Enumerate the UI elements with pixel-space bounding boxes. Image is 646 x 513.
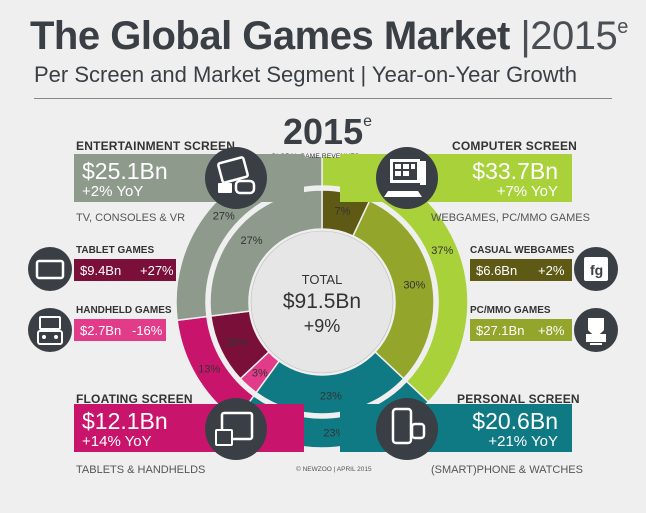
inner-ring (209, 189, 435, 415)
entertainment-sub: TV, CONSOLES & VR (76, 212, 186, 224)
floating-amount: $12.1Bn (82, 408, 168, 434)
pcmmo-yoy: +8% (538, 323, 565, 338)
floating-heading: FLOATING SCREEN (76, 392, 193, 406)
ring-labels: 37% 23% 13% 27% 7% 30% 23% 3% 38% 27% (198, 205, 453, 439)
computer-sub: WEBGAMES, PC/MMO GAMES (431, 212, 590, 224)
casual-box: $6.6Bn +2% (470, 259, 572, 281)
handheld-amount: $2.7Bn (80, 323, 122, 338)
center-year: 2015e (283, 111, 372, 152)
handheld-yoy: -16% (132, 323, 163, 338)
outer-label-1: 23% (323, 427, 345, 439)
total-value: $91.5Bn (283, 290, 361, 313)
tablet-yoy: +27% (140, 263, 174, 278)
page-title: The Global Games Market |2015e (30, 14, 628, 58)
inner-label-1: 30% (403, 279, 425, 291)
tablet-heading: TABLET GAMES (76, 245, 155, 256)
pcmmo-amount: $27.1Bn (476, 323, 525, 338)
entertainment-amount: $25.1Bn (82, 158, 168, 184)
webgame-icon: fg (574, 247, 618, 291)
floating-box: $12.1Bn +14% YoY (74, 404, 304, 452)
tablet-icon (28, 247, 72, 291)
casual-yoy: +2% (538, 263, 565, 278)
tv-console-vr-icon (205, 147, 267, 209)
total-growth: +9% (304, 316, 341, 336)
outer-label-2: 13% (198, 364, 220, 376)
personal-sub: (SMART)PHONE & WATCHES (431, 464, 583, 476)
computer-box: $33.7Bn +7% YoY (340, 154, 572, 202)
donut-center-outline (250, 230, 394, 374)
tablet-box: $9.4Bn +27% (74, 259, 176, 281)
smartphone-watch-icon (376, 398, 438, 460)
personal-amount: $20.6Bn (472, 408, 558, 434)
tablet-amount: $9.4Bn (80, 263, 122, 278)
inner-label-0: 7% (335, 205, 351, 217)
svg-text:fg: fg (590, 262, 603, 278)
personal-box: $20.6Bn +21% YoY (340, 404, 572, 452)
personal-yoy: +21% YoY (488, 433, 558, 450)
tablet-handheld-icon (205, 398, 267, 460)
center-caption: GLOBAL GAME REVENUES (271, 153, 360, 160)
pcmmo-box: $27.1Bn +8% (470, 319, 572, 341)
computer-amount: $33.7Bn (472, 158, 558, 184)
inner-label-2: 23% (320, 391, 342, 403)
floating-yoy: +14% YoY (82, 433, 152, 450)
handheld-console-icon (28, 308, 72, 352)
handheld-heading: HANDHELD GAMES (76, 305, 172, 316)
casual-heading: CASUAL WEBGAMES (470, 245, 575, 256)
casual-amount: $6.6Bn (476, 263, 518, 278)
computer-yoy: +7% YoY (496, 183, 558, 200)
floating-sub: TABLETS & HANDHELDS (76, 464, 206, 476)
handheld-box: $2.7Bn -16% (74, 319, 166, 341)
total-label: TOTAL (302, 272, 343, 287)
desktop-computer-icon (376, 147, 438, 209)
entertainment-box: $25.1Bn +2% YoY (74, 154, 304, 202)
donut-center-disc (251, 231, 393, 373)
entertainment-heading: ENTERTAINMENT SCREEN (76, 139, 236, 153)
pcmmo-heading: PC/MMO GAMES (470, 305, 551, 316)
outer-label-0: 37% (431, 245, 453, 257)
page-subtitle: Per Screen and Market Segment | Year-on-… (34, 62, 577, 87)
inner-label-3: 3% (252, 368, 268, 380)
title-divider (34, 98, 612, 99)
computer-heading: COMPUTER SCREEN (452, 139, 578, 153)
inner-label-5: 27% (240, 235, 262, 247)
outer-label-3: 27% (213, 210, 235, 222)
pc-mmo-icon (574, 308, 618, 352)
footer-credit: © NEWZOO | APRIL 2015 (296, 466, 372, 473)
entertainment-yoy: +2% YoY (82, 183, 144, 200)
personal-heading: PERSONAL SCREEN (457, 392, 580, 406)
inner-slice-5 (209, 189, 323, 317)
inner-label-4: 38% (226, 337, 248, 349)
